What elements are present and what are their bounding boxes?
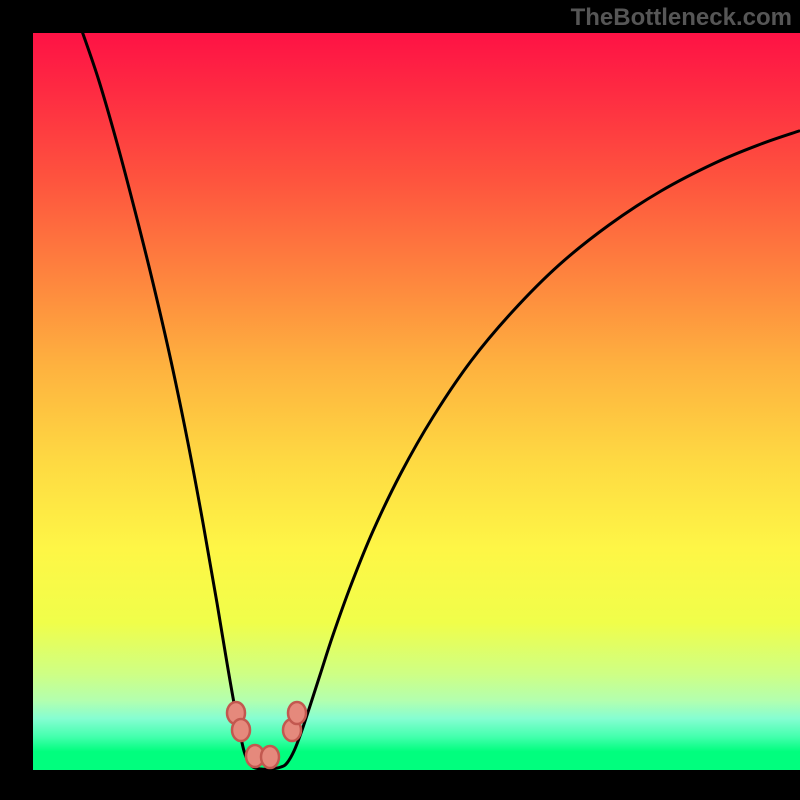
data-marker — [232, 719, 250, 741]
data-marker — [261, 746, 279, 768]
chart-frame: TheBottleneck.com — [0, 0, 800, 800]
bottleneck-plot — [33, 33, 800, 770]
attribution-text: TheBottleneck.com — [571, 4, 792, 32]
gradient-background — [33, 33, 800, 770]
data-marker — [288, 702, 306, 724]
